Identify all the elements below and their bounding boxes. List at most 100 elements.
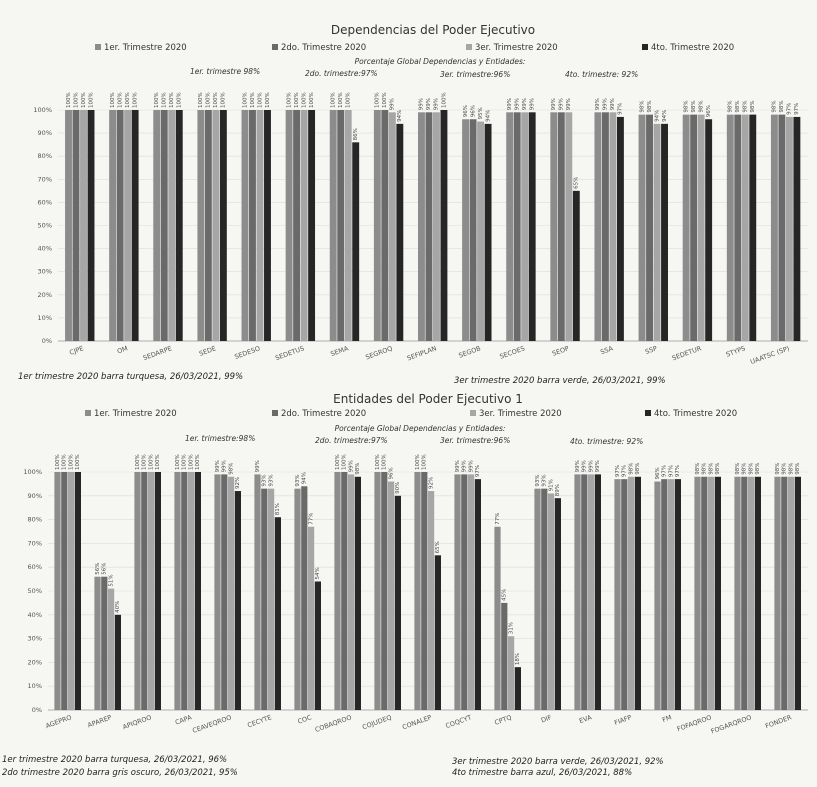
y-tick-label: 90%: [28, 492, 42, 500]
data-label: 100%: [135, 454, 141, 470]
data-label: 98%: [355, 463, 361, 475]
footnote: 3er trimestre 2020 barra verde, 26/03/20…: [452, 757, 664, 767]
data-label: 98%: [635, 463, 641, 475]
data-label: 97%: [668, 465, 674, 477]
bar: [697, 114, 705, 342]
legend-label: 2do. Trimestre 2020: [281, 409, 366, 419]
bar: [701, 476, 708, 710]
footnote: 4to trimestre barra azul, 26/03/2021, 88…: [452, 768, 632, 778]
bar: [793, 116, 801, 342]
category-label: SEDARPE: [142, 344, 173, 362]
global-value: 3er. trimestre:96%: [440, 436, 510, 445]
category-label: COJUDEQ: [361, 713, 392, 731]
data-label: 94%: [485, 110, 491, 122]
bar: [628, 476, 635, 710]
data-label: 100%: [206, 92, 212, 108]
data-label: 100%: [309, 92, 315, 108]
bar: [477, 121, 485, 341]
data-label: 99%: [468, 460, 474, 472]
data-label: 92%: [428, 477, 434, 489]
data-label: 100%: [375, 454, 381, 470]
data-label: 81%: [275, 503, 281, 515]
legend-item: 2do. Trimestre 2020: [272, 43, 366, 53]
data-label: 100%: [66, 92, 72, 108]
global-value: 1er. trimestre:98%: [185, 434, 255, 443]
data-label: 98%: [743, 100, 749, 112]
bar: [534, 488, 541, 710]
data-label: 98%: [695, 463, 701, 475]
bar: [204, 110, 212, 341]
data-label: 100%: [342, 454, 348, 470]
chart-2: Entidades del Poder Ejecutivo 1 1er. Trim…: [2, 392, 808, 778]
data-label: 99%: [559, 98, 565, 110]
bar: [352, 142, 360, 341]
bar: [690, 114, 698, 342]
bar: [388, 112, 396, 341]
y-tick-label: 70%: [28, 539, 42, 547]
bar: [774, 476, 781, 710]
bar: [285, 110, 293, 341]
data-label: 100%: [213, 92, 219, 108]
category-label: STYPS: [725, 344, 747, 358]
data-label: 99%: [348, 460, 354, 472]
bar: [454, 474, 461, 710]
data-label: 94%: [302, 472, 308, 484]
bar: [334, 472, 341, 710]
data-label: 90%: [395, 482, 401, 494]
bar: [654, 481, 661, 710]
data-label: 18%: [515, 653, 521, 665]
data-label: 97%: [475, 465, 481, 477]
bar: [433, 112, 440, 341]
data-label: 100%: [142, 454, 148, 470]
bar: [572, 190, 580, 341]
bar: [234, 491, 241, 710]
global-value: 4to. trimestre: 92%: [570, 437, 643, 446]
data-label: 100%: [162, 92, 168, 108]
data-label: 100%: [346, 92, 352, 108]
data-label: 99%: [462, 460, 468, 472]
legend-swatch: [642, 44, 648, 50]
data-label: 100%: [81, 92, 87, 108]
bar: [748, 476, 755, 710]
legend-label: 3er. Trimestre 2020: [479, 409, 562, 419]
bar: [249, 110, 256, 341]
data-label: 98%: [708, 463, 714, 475]
category-label: SEGROQ: [364, 344, 393, 361]
data-label: 99%: [215, 460, 221, 472]
y-tick-label: 80%: [28, 516, 42, 524]
data-label: 98%: [782, 463, 788, 475]
data-label: 99%: [575, 460, 581, 472]
bar: [440, 110, 448, 341]
bar: [557, 112, 565, 341]
legend-swatch: [470, 410, 476, 416]
data-label: 99%: [595, 460, 601, 472]
data-label: 98%: [228, 463, 234, 475]
bar: [388, 481, 395, 710]
data-label: 54%: [315, 567, 321, 579]
data-label: 99%: [455, 460, 461, 472]
y-tick-label: 50%: [28, 587, 42, 595]
bar: [241, 110, 249, 341]
category-label: CONALEP: [401, 713, 433, 731]
data-label: 98%: [702, 463, 708, 475]
data-label: 99%: [514, 98, 520, 110]
y-tick-label: 100%: [33, 106, 52, 114]
data-label: 98%: [728, 100, 734, 112]
data-label: 100%: [73, 92, 79, 108]
data-label: 100%: [265, 92, 271, 108]
data-label: 100%: [382, 454, 388, 470]
global-value: 4to. trimestre: 92%: [565, 70, 638, 79]
y-tick-label: 30%: [28, 635, 42, 643]
data-label: 99%: [588, 460, 594, 472]
bar: [468, 474, 475, 710]
category-label: AGEPRO: [45, 713, 73, 730]
bar: [414, 472, 421, 710]
bar: [68, 472, 75, 710]
category-label: CJPE: [68, 344, 84, 356]
global-title: Porcentaje Global Dependencias y Entidad…: [355, 57, 526, 66]
category-label: COQCYT: [444, 713, 472, 730]
bar: [616, 116, 624, 342]
data-label: 99%: [222, 460, 228, 472]
bar: [219, 110, 227, 341]
